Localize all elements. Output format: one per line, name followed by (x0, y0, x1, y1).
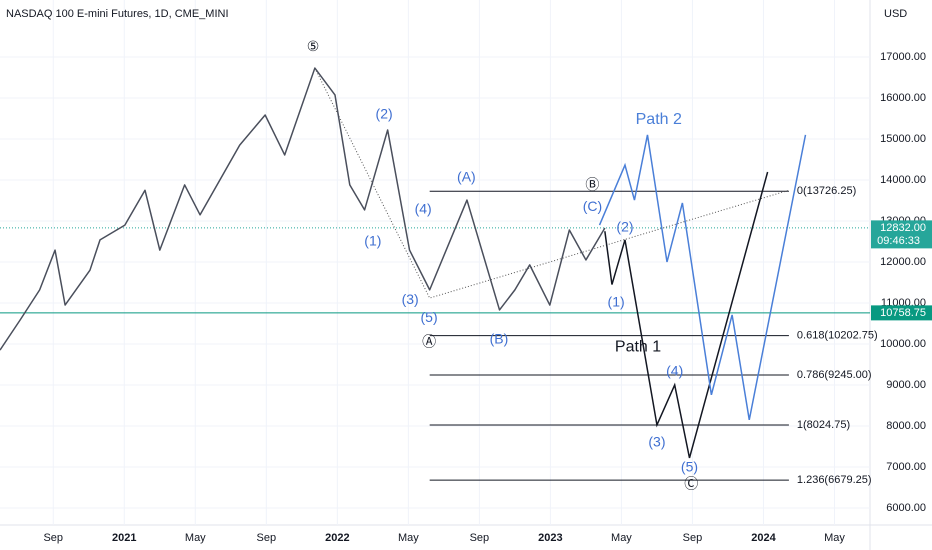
fib-label: 0(13726.25) (797, 185, 856, 197)
price-label-box (871, 305, 932, 321)
x-tick-label: 2023 (538, 532, 562, 544)
wave-label: Ⓐ (422, 334, 436, 350)
countdown-label: 09:46:33 (877, 235, 920, 247)
projection-path (598, 134, 807, 420)
wave-label: Ⓑ (585, 177, 599, 193)
price-label: 10758.75 (880, 307, 926, 319)
x-tick-label: Sep (43, 532, 63, 544)
y-tick-label: 10000.00 (880, 338, 926, 350)
wave-label: (1) (608, 294, 625, 310)
path-label: Path 2 (636, 111, 682, 128)
x-tick-label: 2022 (325, 532, 349, 544)
price-label-box (871, 220, 932, 249)
y-tick-label: 15000.00 (880, 133, 926, 145)
wave-label: (4) (666, 363, 683, 379)
wave-label: (4) (415, 201, 432, 217)
x-tick-label: May (611, 532, 632, 544)
x-tick-label: Sep (683, 532, 703, 544)
wave-label: (5) (681, 459, 698, 475)
x-tick-label: May (398, 532, 419, 544)
fib-label: 1(8024.75) (797, 419, 850, 431)
y-tick-label: 16000.00 (880, 92, 926, 104)
wave-label: (A) (457, 169, 476, 185)
fib-label: 1.236(6679.25) (797, 474, 872, 486)
x-tick-label: 2021 (112, 532, 136, 544)
y-tick-label: 17000.00 (880, 51, 926, 63)
wave-label: ⑤ (307, 38, 320, 54)
y-tick-label: 14000.00 (880, 174, 926, 186)
wave-label: (3) (648, 434, 665, 450)
wave-label: (2) (376, 106, 393, 122)
fib-label: 0.786(9245.00) (797, 369, 872, 381)
price-line-series (0, 67, 606, 351)
path-label: Path 1 (615, 338, 661, 355)
fib-label: 0.618(10202.75) (797, 330, 878, 342)
wave-label: (B) (490, 331, 509, 347)
projection-path (604, 171, 769, 459)
y-tick-label: 7000.00 (886, 461, 926, 473)
price-label: 12832.00 (880, 222, 926, 234)
x-tick-label: May (185, 532, 206, 544)
plot: 0(13726.25) 0.618(10202.75) 0.786(9245.00)… (0, 38, 878, 492)
wave-label: (3) (402, 291, 419, 307)
wave-label: (5) (421, 309, 438, 325)
trendline (314, 67, 790, 299)
wave-label: Ⓒ (684, 476, 698, 492)
y-tick-label: 6000.00 (886, 502, 926, 514)
grid (0, 0, 870, 525)
x-tick-label: May (824, 532, 845, 544)
currency: USD (884, 8, 907, 20)
y-tick-label: 12000.00 (880, 256, 926, 268)
wave-label: (1) (364, 233, 381, 249)
x-tick-label: Sep (470, 532, 490, 544)
x-tick-label: Sep (257, 532, 277, 544)
wave-label: (2) (616, 219, 633, 235)
y-tick-label: 8000.00 (886, 420, 926, 432)
y-tick-label: 9000.00 (886, 379, 926, 391)
wave-label: (C) (583, 198, 602, 214)
chart-title: NASDAQ 100 E-mini Futures, 1D, CME_MINI (6, 8, 229, 20)
x-tick-label: 2024 (751, 532, 776, 544)
